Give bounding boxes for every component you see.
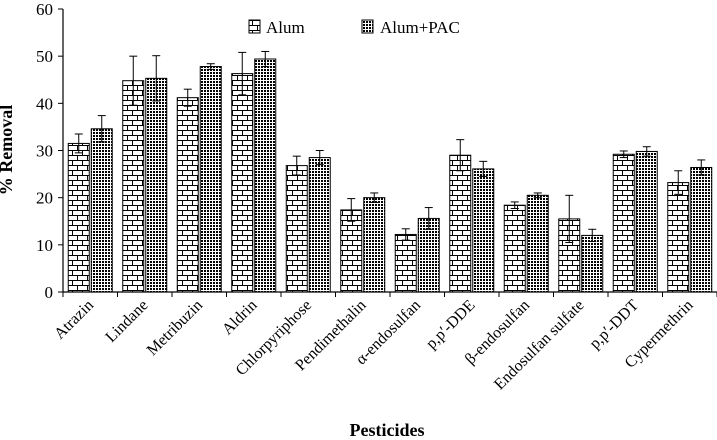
bar-alum-pac bbox=[145, 77, 168, 293]
bar-alum-pac bbox=[363, 197, 386, 293]
y-tick-label: 60 bbox=[36, 0, 53, 19]
bar-alum bbox=[667, 182, 690, 293]
bar-alum bbox=[449, 154, 472, 293]
y-tick-label: 50 bbox=[36, 47, 53, 66]
y-tick-label: 0 bbox=[45, 283, 54, 302]
bar-alum bbox=[67, 142, 90, 293]
bar-alum bbox=[122, 80, 145, 293]
bar-alum bbox=[340, 209, 363, 293]
x-tick-label: Metribuzin bbox=[144, 297, 206, 359]
bar-alum-pac bbox=[526, 194, 549, 293]
legend-swatch-alum-pac bbox=[361, 19, 374, 34]
axes-group bbox=[58, 8, 717, 297]
legend-label-alum-pac: Alum+PAC bbox=[380, 18, 460, 37]
bar-alum bbox=[285, 165, 308, 293]
bar-alum-pac bbox=[472, 168, 495, 293]
bar-alum bbox=[394, 233, 417, 293]
bar-alum-pac bbox=[254, 58, 277, 293]
bar-alum bbox=[231, 73, 254, 293]
bar-alum bbox=[612, 153, 635, 293]
error-bars-group bbox=[74, 50, 706, 243]
legend: Alum Alum+PAC bbox=[248, 18, 460, 37]
x-tick-label: Aldrin bbox=[219, 297, 261, 339]
y-tick-label: 20 bbox=[36, 189, 53, 208]
legend-swatch-alum bbox=[248, 19, 261, 34]
y-tick-label: 30 bbox=[36, 142, 53, 161]
x-axis-title: Pesticides bbox=[350, 420, 425, 440]
bar-alum-pac bbox=[90, 128, 113, 293]
bar-alum-pac bbox=[581, 234, 604, 293]
legend-label-alum: Alum bbox=[266, 18, 305, 37]
bar-alum bbox=[176, 97, 199, 293]
x-tick-label: p,p′-DDT bbox=[586, 297, 642, 353]
bar-alum-pac bbox=[690, 166, 713, 293]
y-tick-label: 40 bbox=[36, 94, 53, 113]
bar-alum-pac bbox=[199, 66, 222, 293]
bar-alum-pac bbox=[308, 157, 331, 293]
x-tick-label: Lindane bbox=[102, 297, 151, 346]
y-tick-label: 10 bbox=[36, 236, 53, 255]
y-tick-labels: 0 10 20 30 40 50 60 bbox=[36, 0, 53, 302]
x-tick-label: Atrazin bbox=[51, 297, 97, 343]
bar-alum bbox=[503, 204, 526, 293]
bars-group bbox=[67, 58, 713, 293]
x-tick-label: p,p′-DDE bbox=[423, 297, 479, 353]
bar-alum-pac bbox=[635, 150, 658, 293]
y-axis-title: % Removal bbox=[0, 105, 16, 195]
